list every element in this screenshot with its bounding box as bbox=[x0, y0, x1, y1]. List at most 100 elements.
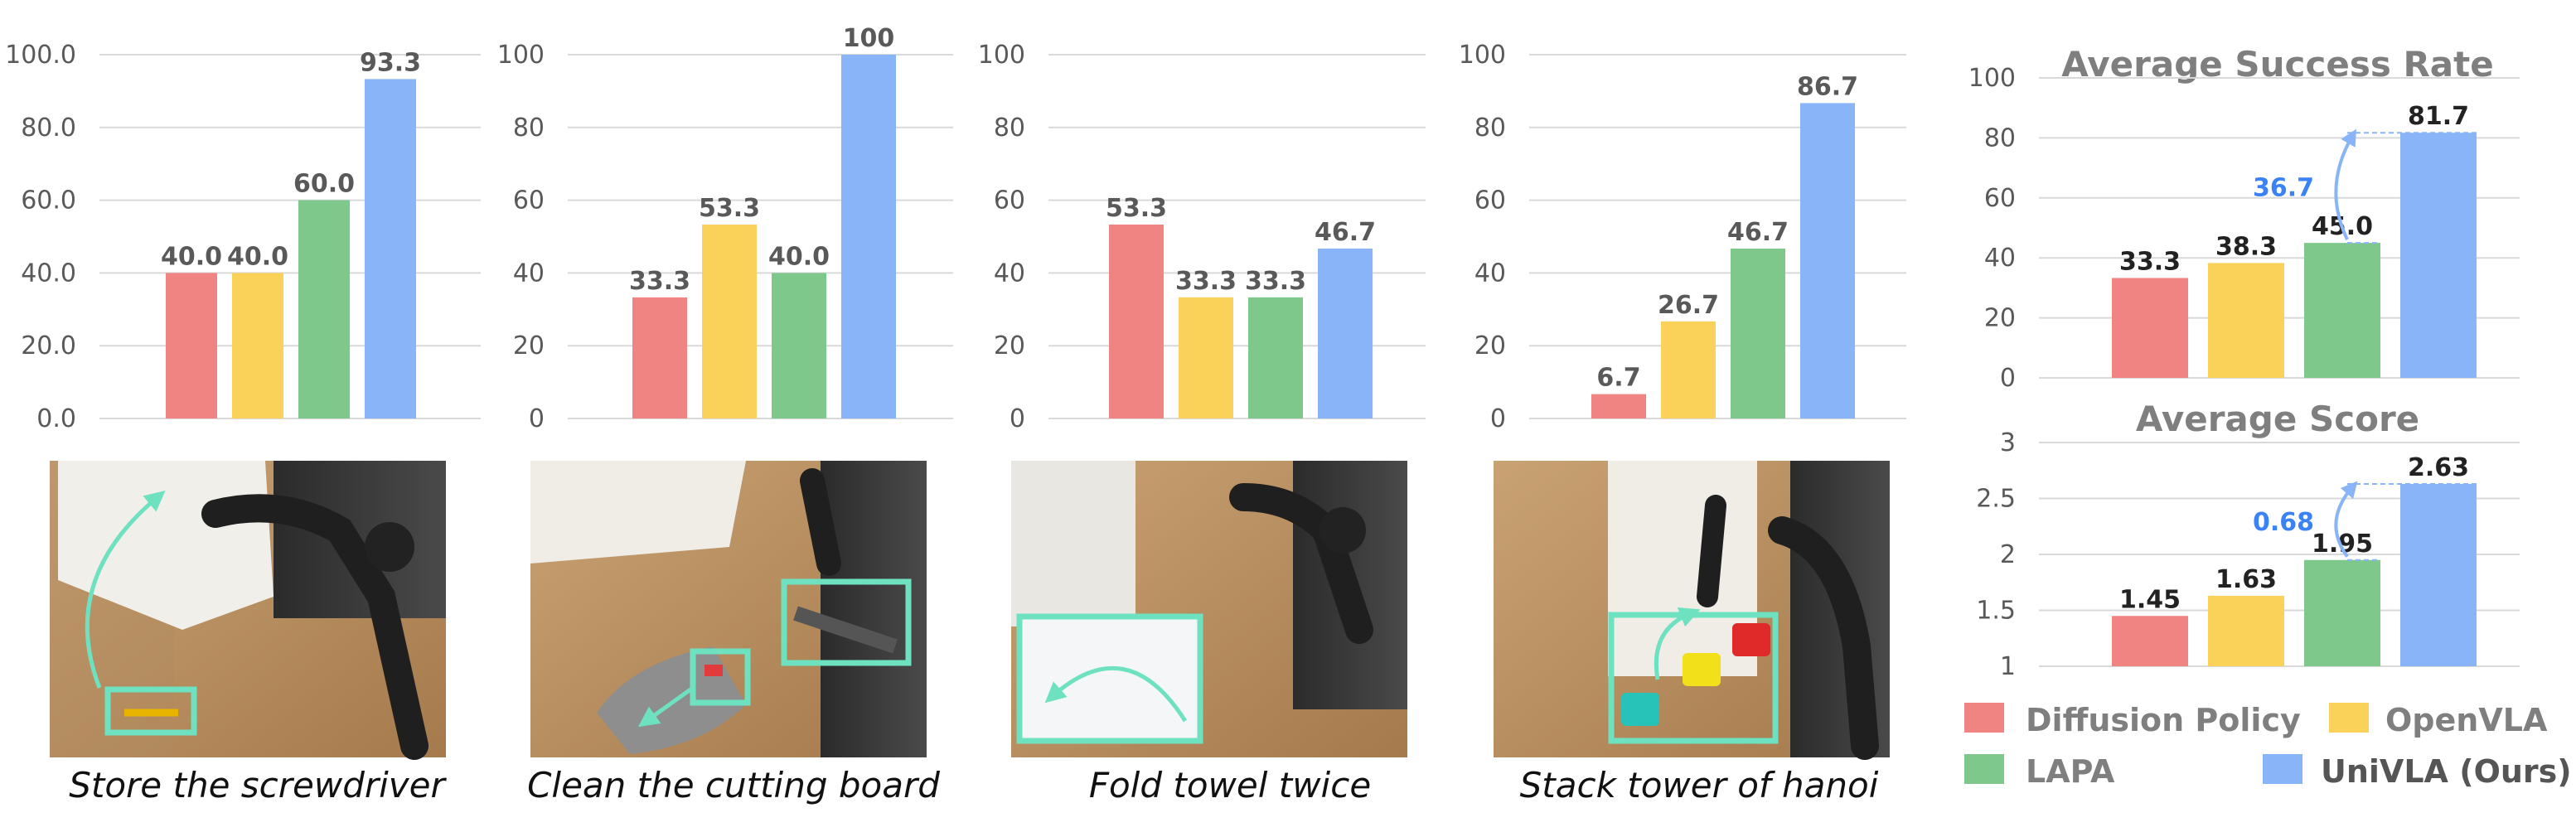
y-tick-label: 100 bbox=[497, 41, 545, 70]
bar-value-label: 40.0 bbox=[227, 242, 288, 271]
bar-value-label: 33.3 bbox=[2119, 247, 2181, 276]
legend-label-diffusion-policy: Diffusion Policy bbox=[2026, 702, 2301, 738]
legend-swatch-lapa bbox=[1964, 754, 2004, 784]
y-tick-label: 60.0 bbox=[21, 186, 76, 215]
chart-stack-tower-hanoi: 0 20 40 60 80 100 6.7 26.7 46.7 86.7 bbox=[1459, 41, 1906, 433]
bar-0 bbox=[2112, 278, 2188, 378]
y-tick-label: 100.0 bbox=[5, 41, 76, 70]
y-tick-label: 0 bbox=[1010, 404, 1025, 433]
y-tick-label: 2 bbox=[2000, 540, 2016, 569]
y-tick-label: 60 bbox=[513, 186, 545, 215]
bar-value-label: 46.7 bbox=[1727, 218, 1789, 247]
y-tick-label: 60 bbox=[1474, 186, 1506, 215]
caption-stack-tower-hanoi: Stack tower of hanoi bbox=[1520, 765, 1879, 805]
improvement-label: 36.7 bbox=[2253, 174, 2314, 203]
bar-value-label: 40.0 bbox=[161, 242, 222, 271]
bar-0 bbox=[632, 297, 687, 418]
bar-value-label: 53.3 bbox=[1106, 194, 1167, 223]
legend-swatch-univla bbox=[2263, 754, 2302, 784]
chart-fold-towel: 0 20 40 60 80 100 53.3 33.3 33.3 46.7 bbox=[978, 41, 1426, 433]
y-tick-label: 80 bbox=[994, 114, 1025, 143]
y-tick-label: 2.5 bbox=[1976, 485, 2016, 514]
bar-value-label: 60.0 bbox=[293, 170, 355, 199]
improvement-arrow bbox=[2334, 481, 2358, 558]
bar-value-label: 26.7 bbox=[1658, 291, 1719, 320]
y-tick-label: 60 bbox=[994, 186, 1025, 215]
y-tick-label: 0 bbox=[1490, 404, 1506, 433]
bar-1 bbox=[2208, 595, 2284, 666]
bar-value-label: 1.63 bbox=[2215, 565, 2277, 594]
bar-2 bbox=[1731, 248, 1785, 418]
bar-3 bbox=[2400, 133, 2477, 378]
bar-0 bbox=[166, 273, 217, 418]
y-tick-label: 80 bbox=[1474, 114, 1506, 143]
y-tick-label: 1.5 bbox=[1976, 597, 2016, 626]
bar-0 bbox=[2112, 616, 2188, 666]
y-tick-label: 0.0 bbox=[36, 404, 76, 433]
bar-value-label: 53.3 bbox=[699, 194, 760, 223]
bar-3 bbox=[841, 55, 896, 418]
bar-value-label: 33.3 bbox=[1175, 267, 1237, 296]
bar-2 bbox=[772, 273, 826, 418]
improvement-label: 0.68 bbox=[2253, 508, 2314, 537]
caption-clean-cutting-board: Clean the cutting board bbox=[527, 765, 940, 805]
y-tick-label: 60 bbox=[1984, 184, 2016, 213]
y-tick-label: 100 bbox=[1459, 41, 1506, 70]
bar-value-label: 33.3 bbox=[629, 267, 690, 296]
photo-store-screwdriver bbox=[50, 461, 446, 760]
bar-2 bbox=[1248, 297, 1303, 418]
y-tick-label: 0 bbox=[529, 404, 545, 433]
bar-value-label: 6.7 bbox=[1596, 364, 1640, 393]
photo-fold-towel bbox=[1011, 461, 1407, 757]
legend-label-lapa: LAPA bbox=[2026, 753, 2115, 790]
y-tick-label: 0 bbox=[2000, 364, 2016, 393]
y-tick-label: 40 bbox=[513, 259, 545, 288]
bar-3 bbox=[1800, 103, 1855, 419]
y-tick-label: 20 bbox=[513, 331, 545, 360]
bar-2 bbox=[298, 200, 350, 418]
y-tick-label: 100 bbox=[978, 41, 1025, 70]
caption-store-screwdriver: Store the screwdriver bbox=[69, 765, 447, 805]
bar-value-label: 86.7 bbox=[1797, 72, 1858, 101]
bar-3 bbox=[1318, 248, 1373, 418]
bar-1 bbox=[702, 225, 757, 418]
y-tick-label: 80 bbox=[513, 114, 545, 143]
bar-value-label: 33.3 bbox=[1245, 267, 1306, 296]
bar-value-label: 1.95 bbox=[2312, 530, 2373, 559]
y-tick-label: 20 bbox=[1984, 304, 2016, 333]
bar-value-label: 1.45 bbox=[2119, 585, 2181, 614]
y-tick-label: 1 bbox=[2000, 652, 2016, 681]
bar-3 bbox=[2400, 483, 2477, 666]
photo-clean-cutting-board bbox=[530, 461, 927, 757]
y-tick-label: 40 bbox=[1474, 259, 1506, 288]
bar-1 bbox=[2208, 263, 2284, 378]
bar-value-label: 46.7 bbox=[1315, 218, 1376, 247]
bar-0 bbox=[1109, 225, 1164, 418]
y-tick-label: 80.0 bbox=[21, 114, 76, 143]
bar-2 bbox=[2304, 243, 2380, 378]
bar-value-label: 81.7 bbox=[2408, 102, 2469, 131]
chart-clean-cutting-board: 0 20 40 60 80 100 33.3 53.3 40.0 100 bbox=[497, 24, 953, 433]
bar-1 bbox=[232, 273, 283, 418]
y-tick-label: 40.0 bbox=[21, 259, 76, 288]
legend-swatch-openvla bbox=[2329, 703, 2369, 733]
y-tick-label: 40 bbox=[994, 259, 1025, 288]
y-tick-label: 100 bbox=[1968, 64, 2016, 93]
bar-value-label: 40.0 bbox=[768, 242, 830, 271]
y-tick-label: 40 bbox=[1984, 244, 2016, 273]
bar-value-label: 100 bbox=[843, 24, 895, 53]
bar-1 bbox=[1661, 321, 1716, 418]
bar-3 bbox=[365, 79, 416, 419]
y-tick-label: 80 bbox=[1984, 123, 2016, 152]
title-average-score: Average Score bbox=[2136, 399, 2419, 439]
y-tick-label: 20 bbox=[994, 331, 1025, 360]
y-tick-label: 20 bbox=[1474, 331, 1506, 360]
legend-label-univla: UniVLA (Ours) bbox=[2321, 753, 2572, 790]
caption-fold-towel: Fold towel twice bbox=[1089, 765, 1371, 805]
bar-2 bbox=[2304, 559, 2380, 666]
bar-1 bbox=[1179, 297, 1233, 418]
